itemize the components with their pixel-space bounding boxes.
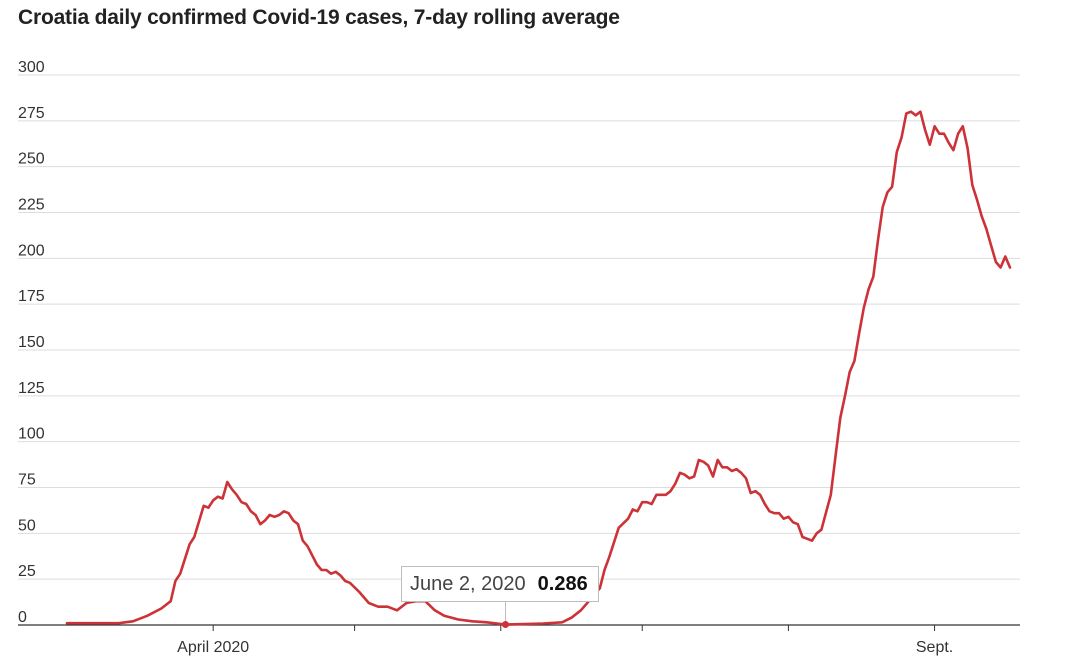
- y-axis-labels: 0 25 50 75 100 125 150 175 200 225 250 275 300: [18, 59, 45, 626]
- tooltip-date: June 2, 2020: [410, 572, 526, 595]
- y-tick-label-300: 300: [18, 59, 45, 76]
- y-tick-label-125: 125: [18, 380, 45, 397]
- x-tick-label: Sept.: [916, 639, 953, 656]
- y-tick-label-275: 275: [18, 105, 45, 122]
- y-tick-label-0: 0: [18, 609, 27, 626]
- y-tick-label-100: 100: [18, 426, 45, 443]
- chart-title: Croatia daily confirmed Covid-19 cases, …: [18, 6, 620, 29]
- y-tick-label-25: 25: [18, 563, 36, 580]
- y-tick-label-200: 200: [18, 242, 45, 259]
- tooltip-value: 0.286: [537, 572, 588, 595]
- x-axis: April 2020 Sept.: [18, 624, 1020, 656]
- highlight-layer: [501, 601, 509, 628]
- highlight-point: [501, 620, 509, 628]
- series-layer: [65, 110, 1012, 626]
- y-tick-label-150: 150: [18, 334, 45, 351]
- y-tick-label-75: 75: [18, 472, 36, 489]
- data-tooltip: June 2, 2020 0.286: [401, 566, 599, 602]
- y-tick-label-175: 175: [18, 288, 45, 305]
- y-tick-label-50: 50: [18, 517, 36, 534]
- y-tick-label-250: 250: [18, 151, 45, 168]
- series-line: [65, 110, 1012, 626]
- x-tick-label: April 2020: [177, 639, 249, 656]
- gridlines: [18, 74, 1020, 580]
- y-tick-label-225: 225: [18, 197, 45, 214]
